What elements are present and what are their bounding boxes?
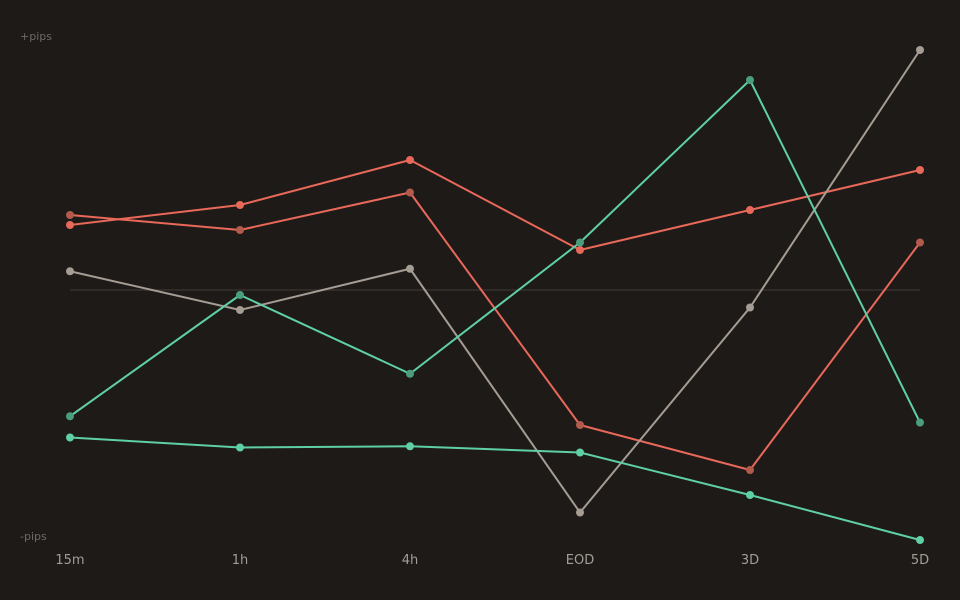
series-2-point-5D bbox=[916, 238, 924, 247]
series-3 bbox=[66, 46, 924, 517]
y-bottom-label: -pips bbox=[20, 530, 47, 543]
series-1-point-1h bbox=[236, 201, 244, 209]
x-tick-label: 3D bbox=[741, 553, 759, 568]
series-4-line bbox=[69, 79, 921, 423]
x-tick-label: 5D bbox=[911, 553, 929, 568]
series-4-point-1h bbox=[236, 291, 244, 299]
series-4-point-EOD bbox=[576, 238, 584, 247]
x-tick-label: EOD bbox=[566, 553, 594, 568]
series-4-point-4h bbox=[406, 369, 414, 378]
series-3-point-5D bbox=[916, 46, 924, 54]
series-5-point-5D bbox=[916, 536, 924, 544]
series-5-point-1h bbox=[236, 443, 244, 452]
series-5-point-4h bbox=[406, 442, 414, 451]
series-1-line bbox=[69, 159, 921, 251]
series-5-line bbox=[69, 436, 921, 541]
series-3-point-EOD bbox=[576, 508, 584, 517]
x-axis-ticks: 15m 1h 4h EOD 3D 5D bbox=[55, 553, 929, 568]
series-1-point-5D bbox=[916, 166, 924, 174]
series-2-point-3D bbox=[746, 466, 754, 474]
x-tick-label: 15m bbox=[55, 553, 84, 568]
series-4-point-15m bbox=[66, 412, 74, 421]
series-3-point-3D bbox=[746, 303, 754, 312]
series-5-point-15m bbox=[66, 433, 74, 442]
series-5 bbox=[66, 433, 924, 544]
series-4 bbox=[66, 76, 924, 427]
series-3-point-4h bbox=[406, 264, 414, 273]
x-tick-label: 1h bbox=[232, 553, 249, 568]
series-5-point-3D bbox=[746, 491, 754, 499]
series-4-point-5D bbox=[916, 418, 924, 427]
series-3-line bbox=[69, 49, 921, 514]
series-1-point-EOD bbox=[576, 246, 584, 254]
series-3-point-1h bbox=[236, 306, 244, 314]
series-2-point-EOD bbox=[576, 421, 584, 429]
series-1 bbox=[66, 156, 924, 254]
x-tick-label: 4h bbox=[402, 553, 419, 568]
series-2-point-1h bbox=[236, 226, 244, 234]
series-1-point-15m bbox=[66, 221, 74, 229]
series-2 bbox=[66, 188, 924, 474]
series-1-point-4h bbox=[406, 156, 414, 164]
series-2-point-4h bbox=[406, 188, 414, 197]
y-top-label: +pips bbox=[20, 30, 52, 43]
series-5-point-EOD bbox=[576, 448, 584, 457]
series-2-point-15m bbox=[66, 211, 74, 219]
series-2-line bbox=[69, 191, 921, 471]
series-1-point-3D bbox=[746, 206, 754, 214]
series-layer bbox=[66, 46, 924, 544]
series-3-point-15m bbox=[66, 267, 74, 276]
series-4-point-3D bbox=[746, 76, 754, 84]
